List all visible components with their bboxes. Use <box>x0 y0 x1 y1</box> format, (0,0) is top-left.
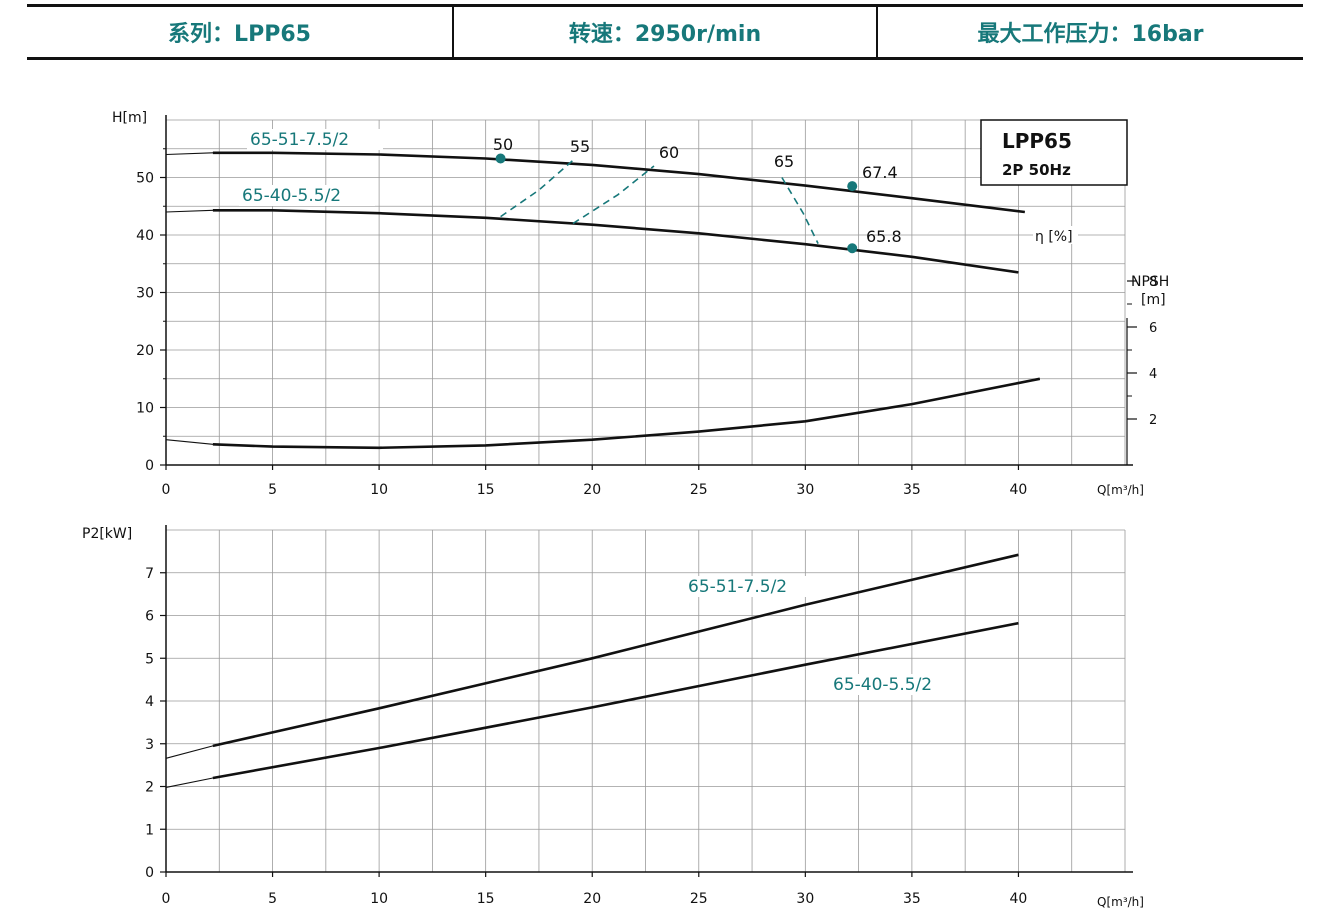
series-label: 系列：LPP65 <box>168 22 311 47</box>
best-efficiency-point <box>847 243 858 254</box>
npsh-curve <box>212 377 1041 450</box>
header-bottom-rule <box>27 57 1303 60</box>
npsh-tick-label: 4 <box>1149 367 1157 382</box>
efficiency-iso-line <box>781 177 819 244</box>
flow-tick-label: 0 <box>162 482 171 498</box>
efficiency-axis-label: η [%] <box>1035 229 1073 245</box>
speed-label: 转速：2950r/min <box>568 22 762 47</box>
flow-tick-label: 35 <box>903 482 921 498</box>
head-chart-curves: 50 55 60 65 67.4 65.8 65-51-7.5/2 65-40-5.5/2 <box>165 129 1041 450</box>
flow-tick-label: 5 <box>268 482 277 498</box>
flow-tick-label: 35 <box>903 891 921 907</box>
flow-tick-label: 40 <box>1010 482 1028 498</box>
series-label-bg <box>830 674 954 695</box>
series-label-bg <box>239 185 375 206</box>
power-tick-label: 5 <box>145 651 154 667</box>
efficiency-label: 60 <box>659 143 679 162</box>
model-title: LPP65 <box>1002 129 1072 153</box>
series-label: 65-51-7.5/2 <box>688 577 787 597</box>
series-label-bg <box>685 576 809 597</box>
head-tick-label: 0 <box>145 458 154 474</box>
flow-tick-label: 25 <box>690 482 708 498</box>
head-npsh-chart: 0 10 20 30 40 50 0 5 10 15 20 25 30 35 40 Q[m³/h] 2 4 6 8 5… <box>112 110 1169 498</box>
eta-label-bg <box>1033 226 1078 244</box>
flow-tick-label: 5 <box>268 891 277 907</box>
flow-tick-label: 15 <box>477 482 495 498</box>
power-curve <box>212 553 1019 748</box>
efficiency-iso-line <box>500 159 574 218</box>
npsh-tick-label: 6 <box>1149 321 1157 336</box>
power-curve <box>212 621 1019 780</box>
flow-tick-label: 40 <box>1010 891 1028 907</box>
best-efficiency-point <box>495 153 506 164</box>
npsh-tick-label: 2 <box>1149 413 1157 428</box>
flow-tick-label: 30 <box>796 891 814 907</box>
flow-axis-label: Q[m³/h] <box>1097 895 1144 909</box>
power-tick-label: 7 <box>145 566 154 582</box>
efficiency-label: 50 <box>493 135 513 154</box>
flow-axis-label: Q[m³/h] <box>1097 483 1144 497</box>
series-label: 65-40-5.5/2 <box>242 186 341 206</box>
efficiency-label: 65 <box>774 152 794 171</box>
flow-tick-label: 20 <box>583 891 601 907</box>
power-chart-grid <box>166 529 1126 872</box>
header-top-rule <box>27 4 1303 7</box>
spec-header: 系列：LPP65 转速：2950r/min 最大工作压力：16bar <box>27 4 1303 60</box>
header-divider <box>452 7 454 57</box>
model-box <box>980 119 1128 186</box>
best-efficiency-label: 65.8 <box>866 227 902 246</box>
power-tick-label: 4 <box>145 694 154 710</box>
series-label-bg <box>247 129 383 150</box>
max-pressure-label: 最大工作压力：16bar <box>977 22 1204 47</box>
flow-tick-label: 20 <box>583 482 601 498</box>
npsh-axis-unit: [m] <box>1141 292 1166 308</box>
power-tick-label: 0 <box>145 865 154 881</box>
head-curve <box>212 151 1025 214</box>
flow-tick-label: 10 <box>370 482 388 498</box>
npsh-curve-lead <box>165 378 1040 449</box>
best-efficiency-point <box>847 181 858 192</box>
efficiency-iso-line <box>572 165 655 225</box>
head-tick-label: 20 <box>136 343 154 359</box>
flow-tick-label: 25 <box>690 891 708 907</box>
power-chart-axes: 0 1 2 3 4 5 6 7 0 5 10 15 20 25 30 35 40 Q[m³/h] <box>145 525 1144 909</box>
flow-tick-label: 15 <box>477 891 495 907</box>
power-tick-label: 3 <box>145 737 154 753</box>
power-tick-label: 6 <box>145 609 154 625</box>
npsh-axis-label: NPSH <box>1131 274 1169 290</box>
power-tick-label: 1 <box>145 822 154 838</box>
series-label: 65-51-7.5/2 <box>250 130 349 150</box>
npsh-tick-label: 8 <box>1149 275 1157 290</box>
head-chart-axes: 0 10 20 30 40 50 0 5 10 15 20 25 30 35 40 Q[m³/h] 2 4 6 8 <box>136 115 1157 498</box>
flow-tick-label: 10 <box>370 891 388 907</box>
head-tick-label: 50 <box>136 171 154 187</box>
power-tick-label: 2 <box>145 780 154 796</box>
head-curve <box>212 209 1019 274</box>
efficiency-label: 55 <box>570 137 590 156</box>
flow-tick-label: 0 <box>162 891 171 907</box>
head-tick-label: 30 <box>136 286 154 302</box>
flow-tick-label: 30 <box>796 482 814 498</box>
header-divider <box>876 7 878 57</box>
head-tick-label: 40 <box>136 228 154 244</box>
best-efficiency-label: 67.4 <box>862 163 898 182</box>
head-tick-label: 10 <box>136 401 154 417</box>
power-axis-label: P2[kW] <box>82 526 132 542</box>
model-subtitle: 2P 50Hz <box>1002 161 1071 179</box>
head-axis-label: H[m] <box>112 110 147 126</box>
series-label: 65-40-5.5/2 <box>833 675 932 695</box>
power-chart-curves: 65-51-7.5/2 65-40-5.5/2 <box>165 553 1019 788</box>
power-chart: 0 1 2 3 4 5 6 7 0 5 10 15 20 25 30 35 40 Q[m³/h] 65-51-7.… <box>82 525 1144 909</box>
